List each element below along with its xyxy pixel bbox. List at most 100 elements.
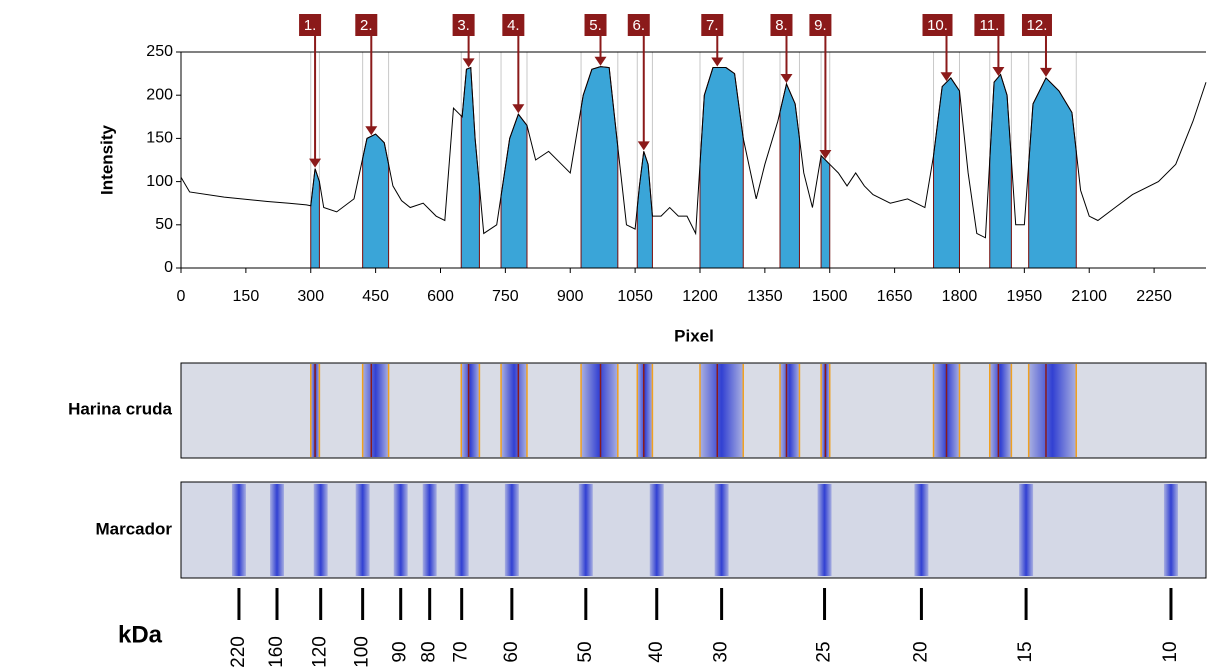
x-tick-label: 300	[297, 288, 324, 305]
sample-band	[989, 364, 1012, 457]
marker-label: 25	[814, 641, 835, 662]
x-tick-label: 1350	[747, 288, 783, 305]
marker-label: 60	[501, 641, 522, 662]
peak-arrowhead	[309, 158, 322, 168]
peak-label: 11.	[980, 17, 1000, 34]
y-tick-label: 150	[146, 130, 173, 147]
peak-arrowhead	[780, 73, 793, 83]
marker-band	[914, 484, 929, 576]
marker-band	[355, 484, 370, 576]
x-tick-label: 1650	[877, 288, 913, 305]
sample-band	[362, 364, 389, 457]
lane-marcador	[180, 481, 1207, 579]
peak-label: 6.	[633, 17, 646, 34]
y-tick-label: 250	[146, 43, 173, 60]
marker-label: 100	[352, 636, 373, 668]
marker-label: 30	[711, 641, 732, 662]
marker-band	[1163, 484, 1178, 576]
peak-area	[933, 77, 960, 269]
marker-band	[231, 484, 246, 576]
peak-area	[820, 154, 831, 269]
x-tick-label: 1200	[682, 288, 718, 305]
peak-arrowhead	[1039, 67, 1052, 77]
marker-label: 80	[419, 641, 440, 662]
peak-label: 1.	[304, 17, 317, 34]
x-tick-label: 900	[557, 288, 584, 305]
peak-area	[500, 113, 528, 269]
marker-band	[454, 484, 469, 576]
marker-band	[1019, 484, 1034, 576]
peak-area	[636, 151, 653, 269]
peak-area	[1028, 77, 1077, 269]
peak-label-box	[701, 14, 724, 36]
x-tick-label: 1050	[617, 288, 653, 305]
peak-label-box	[299, 14, 322, 36]
marker-band	[270, 484, 285, 576]
peak-label: 10.	[927, 17, 948, 34]
peak-label-box	[770, 14, 793, 36]
x-tick-label: 1500	[812, 288, 848, 305]
peak-label-box	[922, 14, 953, 36]
sample-band	[581, 364, 618, 457]
x-tick-label: 600	[427, 288, 454, 305]
y-tick-label: 200	[146, 86, 173, 103]
peak-area	[310, 168, 320, 269]
marker-label: 40	[646, 641, 667, 662]
marker-band	[649, 484, 664, 576]
peak-label: 7.	[706, 17, 719, 34]
sample-band	[1028, 364, 1077, 457]
lane-label: Harina cruda	[68, 399, 172, 418]
peak-arrowhead	[711, 57, 724, 67]
x-tick-label: 0	[177, 288, 186, 305]
peak-arrowhead	[940, 72, 953, 82]
peak-label-box	[974, 14, 1005, 36]
peak-arrowhead	[365, 126, 378, 136]
x-tick-label: 2250	[1136, 288, 1172, 305]
marker-label: 160	[266, 636, 287, 668]
marker-label: 90	[390, 641, 411, 662]
x-tick-label: 2100	[1071, 288, 1107, 305]
peak-arrowhead	[992, 67, 1005, 77]
marker-label: 15	[1015, 641, 1036, 662]
peak-arrowhead	[819, 150, 832, 159]
peak-label-box	[1021, 14, 1052, 36]
marker-band	[393, 484, 408, 576]
peak-label-box	[809, 14, 832, 36]
marker-label: 120	[310, 636, 331, 668]
peak-arrowhead	[462, 58, 475, 68]
y-tick-label: 50	[155, 216, 173, 233]
x-tick-label: 150	[233, 288, 260, 305]
peak-label-box	[452, 14, 475, 36]
peak-label-box	[627, 14, 650, 36]
marker-label: 70	[451, 641, 472, 662]
sample-band	[637, 364, 653, 457]
marker-band	[422, 484, 437, 576]
x-tick-label: 1950	[1007, 288, 1043, 305]
peak-label: 2.	[360, 17, 373, 34]
x-tick-label: 750	[492, 288, 519, 305]
peak-label-box	[584, 14, 607, 36]
marker-band	[817, 484, 832, 576]
marker-band	[578, 484, 593, 576]
unit-label: kDa	[118, 621, 163, 648]
peak-label: 4.	[507, 17, 520, 34]
x-tick-label: 450	[362, 288, 389, 305]
peak-arrowhead	[637, 141, 650, 151]
marker-label: 20	[910, 641, 931, 662]
marker-label: 10	[1160, 641, 1181, 662]
marker-label: 50	[575, 641, 596, 662]
intensity-line	[180, 66, 1207, 239]
sample-band	[501, 364, 527, 457]
x-tick-label: 1800	[942, 288, 978, 305]
peak-label: 8.	[775, 17, 788, 34]
marker-band	[504, 484, 519, 576]
y-axis-title: Intensity	[97, 125, 116, 195]
sample-band	[779, 364, 800, 457]
lane-label: Marcador	[95, 519, 172, 538]
marker-band	[313, 484, 328, 576]
peak-label: 12.	[1027, 17, 1048, 34]
y-tick-label: 100	[146, 173, 173, 190]
peak-arrowhead	[594, 56, 607, 66]
marker-label: 220	[228, 636, 249, 668]
